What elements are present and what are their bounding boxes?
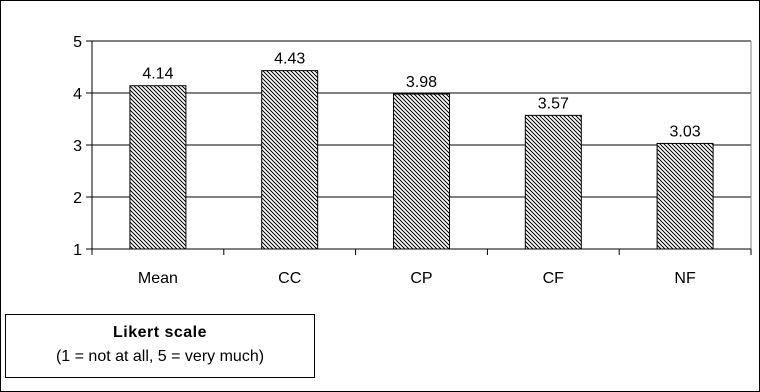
- x-category-label: CC: [278, 270, 301, 287]
- x-category-label: Mean: [138, 270, 178, 287]
- legend-box: Likert scale (1 = not at all, 5 = very m…: [5, 314, 315, 378]
- bar: [129, 85, 187, 250]
- data-labels: 4.14 4.43 3.98 3.57 3.03: [142, 51, 700, 141]
- bars: [129, 70, 714, 250]
- bar: [524, 114, 582, 250]
- legend-title: Likert scale: [112, 324, 208, 341]
- data-label: 3.03: [670, 123, 701, 140]
- y-tick-label: 2: [73, 190, 82, 207]
- y-tick-label: 3: [73, 138, 82, 155]
- y-tick-label: 4: [73, 86, 82, 103]
- data-label: 4.43: [274, 51, 305, 68]
- bar: [393, 93, 450, 250]
- x-category-labels: Mean CC CP CF NF: [138, 270, 696, 287]
- y-tick-label: 5: [73, 34, 82, 51]
- x-category-label: NF: [674, 270, 696, 287]
- data-label: 3.57: [538, 95, 569, 112]
- bar: [261, 70, 319, 250]
- x-category-label: CF: [543, 270, 565, 287]
- x-category-label: CP: [410, 270, 432, 287]
- bar: [656, 142, 714, 250]
- legend-note: (1 = not at all, 5 = very much): [55, 348, 265, 365]
- y-tick-label: 1: [73, 242, 82, 259]
- data-label: 4.14: [142, 66, 173, 83]
- axes: [86, 40, 752, 255]
- y-tick-labels: 1 2 3 4 5: [73, 34, 82, 259]
- data-label: 3.98: [406, 74, 437, 91]
